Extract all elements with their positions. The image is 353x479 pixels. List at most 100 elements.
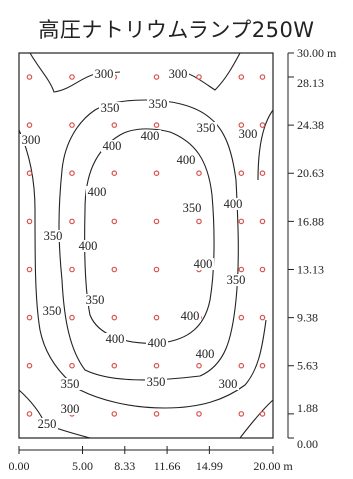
measurement-point: [238, 314, 245, 321]
measurement-point: [259, 314, 266, 321]
contour-label: 350: [149, 97, 168, 111]
contour-label: 400: [196, 347, 215, 361]
y-tick-label: 16.88: [297, 214, 324, 228]
contour-label-bg: [42, 230, 64, 242]
x-axis: 0.00 5.00 8.33 11.66 14.99 20.00 m: [9, 446, 293, 473]
measurement-point: [26, 74, 33, 80]
measurement-point: [153, 218, 160, 225]
y-tick-label: 5.63: [297, 359, 318, 373]
y-tick-label: 0.00: [297, 437, 318, 451]
contour-label: 400: [224, 197, 243, 211]
measurement-point: [196, 74, 202, 80]
measurement-point: [153, 411, 160, 417]
contour-label: 350: [101, 101, 120, 115]
contour-label: 350: [61, 377, 80, 391]
contour-label-bg: [101, 140, 123, 152]
x-tick-label: 20.00 m: [253, 459, 293, 473]
contour-label-bg: [237, 128, 259, 140]
contour-label: 350: [197, 121, 216, 135]
measurement-point: [196, 170, 202, 177]
contour-label-bg: [225, 274, 247, 286]
measurement-point: [259, 362, 266, 369]
y-tick-label: 9.38: [297, 311, 318, 325]
contour-label: 300: [95, 67, 114, 81]
contour-label: 400: [103, 139, 122, 153]
contour-label-bg: [181, 202, 203, 214]
contour-label-bg: [41, 305, 63, 317]
measurement-point: [26, 411, 33, 417]
contour-label-bg: [217, 378, 239, 390]
measurement-point: [238, 218, 245, 225]
measurement-point: [259, 411, 266, 417]
contour-label: 300: [219, 377, 238, 391]
measurement-point: [69, 266, 75, 273]
contour-label: 400: [141, 129, 160, 143]
contour-label: 400: [88, 185, 107, 199]
measurement-point: [111, 411, 118, 417]
measurement-point: [69, 74, 75, 80]
contour-label: 400: [106, 332, 125, 346]
y-tick-label: 20.63: [297, 166, 324, 180]
contour-label: 300: [22, 133, 41, 147]
measurement-point: [111, 362, 118, 369]
contour-label-bg: [104, 333, 126, 345]
contour-label: 400: [194, 257, 213, 271]
contour-label-bg: [179, 310, 201, 322]
measurement-point: [238, 266, 245, 273]
measurement-point: [69, 314, 75, 321]
measurement-point: [153, 314, 160, 321]
contour-label-bg: [77, 240, 99, 252]
measurement-point: [26, 122, 33, 128]
contour-label-bg: [86, 186, 108, 198]
measurement-point: [111, 266, 118, 273]
measurement-point: [153, 362, 160, 369]
measurement-point: [238, 362, 245, 369]
chart-title: 高圧ナトリウムランプ250W: [38, 18, 315, 42]
measurement-point: [259, 266, 266, 273]
contour-label: 300: [239, 127, 258, 141]
measurement-point: [196, 218, 202, 225]
measurement-point: [111, 314, 118, 321]
measurement-point: [111, 122, 118, 128]
contour-labels: 300 300 350 350 300 350 300 400 400 400 400 350 400 3…: [20, 67, 259, 431]
contour-label: 300: [61, 402, 80, 416]
measurement-point: [153, 170, 160, 177]
contour-label: 300: [169, 67, 188, 81]
measurement-point: [69, 122, 75, 128]
measurement-point: [238, 122, 245, 128]
contour-label: 350: [43, 304, 62, 318]
contour-label-bg: [192, 258, 214, 270]
contour-label-bg: [59, 378, 81, 390]
contour-label-bg: [84, 294, 106, 306]
measurement-point: [26, 266, 33, 273]
contour-label-bg: [145, 376, 167, 388]
x-tick-label: 8.33: [114, 459, 135, 473]
contour-label-bg: [194, 348, 216, 360]
contour-label-bg: [146, 337, 168, 349]
contour-label: 350: [227, 273, 246, 287]
measurement-point: [111, 218, 118, 225]
contour-label-bg: [93, 68, 115, 80]
y-axis: 30.00 m 28.13 24.38 20.63 16.88 13.13 9.38 5.63…: [287, 46, 337, 451]
contour-label: 400: [181, 309, 200, 323]
measurement-point: [26, 170, 33, 177]
y-tick-label: 24.38: [297, 118, 324, 132]
measurement-point: [153, 266, 160, 273]
contour-label: 250: [38, 417, 57, 431]
contour-label: 400: [177, 153, 196, 167]
measurement-point: [238, 411, 245, 417]
measurement-point: [238, 74, 245, 80]
measurement-point: [259, 170, 266, 177]
x-tick-label: 11.66: [154, 459, 181, 473]
y-tick-label: 13.13: [297, 262, 324, 276]
contour-label-bg: [175, 154, 197, 166]
measurement-point: [259, 122, 266, 128]
contour-label-bg: [36, 418, 58, 430]
measurement-point: [26, 314, 33, 321]
measurement-point: [238, 170, 245, 177]
measurement-point: [153, 74, 160, 80]
measurement-point: [26, 218, 33, 225]
measurement-point: [153, 122, 160, 128]
x-tick-label: 14.99: [196, 459, 223, 473]
contour-label: 400: [148, 336, 167, 350]
